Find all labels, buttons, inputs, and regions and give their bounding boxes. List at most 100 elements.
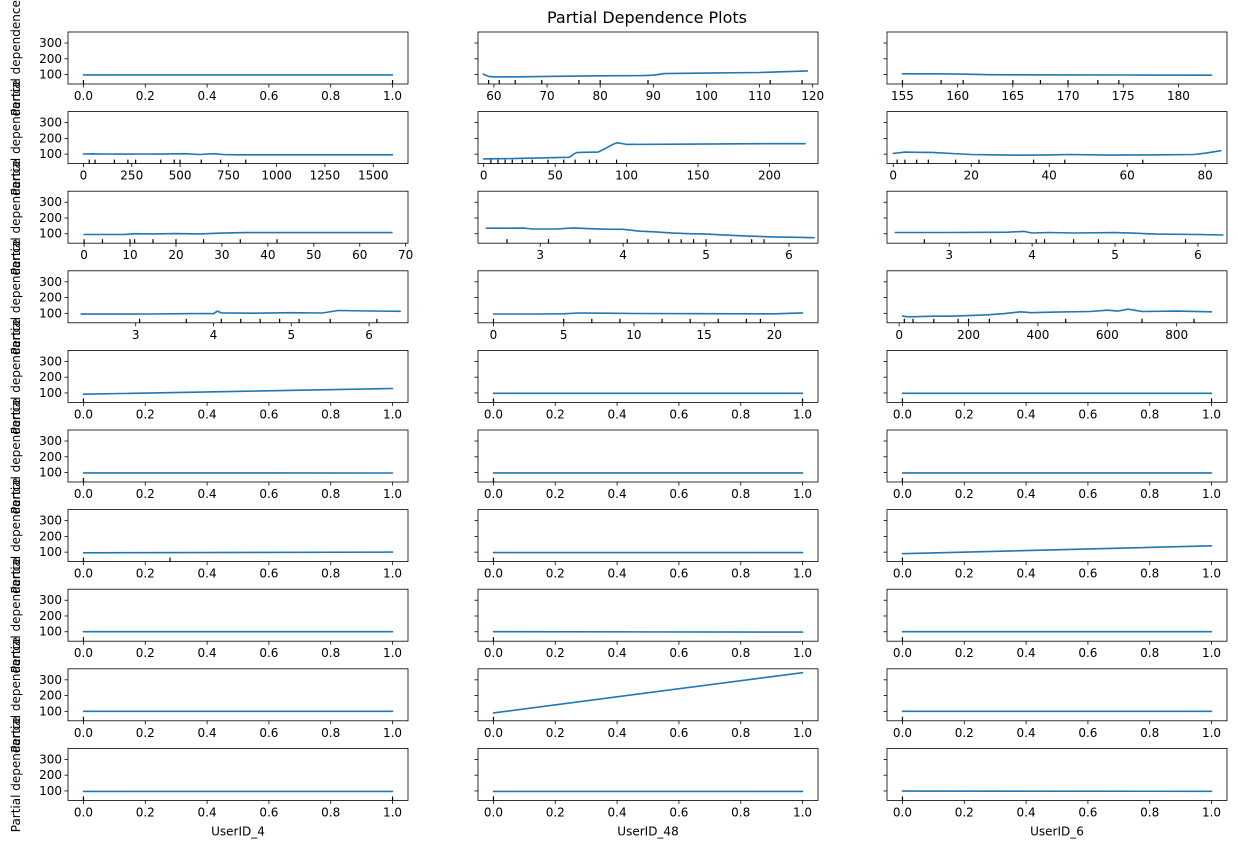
x-tick-label: 0.8	[321, 726, 340, 740]
x-tick-label: 1.0	[1202, 487, 1221, 501]
x-tick-label: 0.4	[198, 487, 217, 501]
pd-panel-r7-c2: 0.0 0.2 0.4 0.6 0.8 1.0	[474, 509, 819, 581]
x-tick-label: 0.0	[893, 805, 912, 819]
x-tick-label: 0.6	[669, 487, 688, 501]
x-axis-label: UserID_4	[211, 824, 265, 838]
x-tick-label: 90	[646, 89, 661, 103]
x-tick-label: 0.6	[669, 805, 688, 819]
x-tick-label: 1.0	[383, 487, 402, 501]
pd-panel-r1-c3: 155 160 165 170 175 180	[883, 31, 1228, 103]
x-tick-label: 1.0	[793, 487, 812, 501]
y-tick-label: 200	[39, 529, 62, 543]
axes-frame	[67, 190, 409, 244]
x-tick-label: 0.6	[259, 407, 278, 421]
axes-frame	[67, 349, 409, 403]
y-axis-label: Partial dependence	[9, 239, 23, 355]
axes-frame	[886, 748, 1228, 801]
x-tick-label: 0.8	[321, 407, 340, 421]
x-tick-label: 175	[1112, 89, 1135, 103]
x-tick-label: 0	[480, 169, 488, 183]
pd-panel-r4-c2: 0 5 10 15 20	[474, 270, 819, 342]
x-tick-label: 0.4	[608, 805, 627, 819]
x-tick-label: 0.8	[731, 726, 750, 740]
x-tick-label: 0.2	[136, 567, 155, 581]
axes-frame	[67, 31, 409, 85]
y-axis-label: Partial dependence	[9, 159, 23, 275]
x-tick-label: 1.0	[793, 407, 812, 421]
x-tick-label: 0	[490, 328, 498, 342]
pd-panel-r8-c2: 0.0 0.2 0.4 0.6 0.8 1.0	[474, 588, 819, 660]
pd-panel-r9-c3: 0.0 0.2 0.4 0.6 0.8 1.0	[883, 668, 1228, 740]
x-tick-label: 0.6	[259, 726, 278, 740]
x-tick-label: 0.8	[731, 646, 750, 660]
y-tick-label: 300	[39, 354, 62, 368]
axes-frame	[477, 190, 819, 244]
pd-series-line	[82, 152, 394, 156]
y-tick-label: 100	[39, 704, 62, 718]
x-tick-label: 0.2	[546, 805, 565, 819]
x-tick-label: 3	[945, 248, 953, 262]
x-tick-label: 1.0	[1202, 805, 1221, 819]
axes-frame	[67, 668, 409, 722]
x-tick-label: 0.2	[955, 407, 974, 421]
pd-series-line	[485, 227, 815, 239]
x-tick-label: 0.0	[893, 407, 912, 421]
pd-series-line	[492, 312, 804, 315]
pd-panel-r5-c2: 0.0 0.2 0.4 0.6 0.8 1.0	[474, 349, 819, 421]
y-tick-label: 100	[39, 784, 62, 798]
x-tick-label: 0.0	[893, 726, 912, 740]
x-tick-label: 50	[306, 248, 321, 262]
axes-frame	[886, 668, 1228, 722]
pd-series-line	[83, 231, 393, 236]
x-tick-label: 0.6	[259, 89, 278, 103]
y-tick-label: 300	[39, 434, 62, 448]
x-tick-label: 0.0	[484, 726, 503, 740]
y-tick-label: 300	[39, 673, 62, 687]
x-tick-label: 160	[946, 89, 969, 103]
y-tick-label: 300	[39, 36, 62, 50]
x-tick-label: 50	[548, 169, 563, 183]
x-tick-label: 1.0	[793, 567, 812, 581]
x-tick-label: 40	[1042, 169, 1057, 183]
x-tick-label: 0.2	[955, 726, 974, 740]
x-tick-label: 0.8	[1140, 567, 1159, 581]
x-tick-label: 0.2	[546, 487, 565, 501]
x-tick-label: 0.2	[136, 726, 155, 740]
x-tick-label: 200	[957, 328, 980, 342]
axes-frame	[886, 270, 1228, 324]
y-tick-label: 200	[39, 52, 62, 66]
axes-frame	[67, 588, 409, 642]
x-tick-label: 400	[1026, 328, 1049, 342]
axes-frame	[67, 111, 409, 164]
x-tick-label: 0.8	[731, 487, 750, 501]
x-tick-label: 0.0	[484, 646, 503, 660]
y-tick-label: 300	[39, 514, 62, 528]
x-tick-label: 165	[1001, 89, 1024, 103]
x-tick-label: 100	[615, 169, 638, 183]
x-tick-label: 5	[560, 328, 568, 342]
y-tick-label: 300	[39, 195, 62, 209]
x-tick-label: 0.2	[955, 567, 974, 581]
x-tick-label: 1.0	[383, 805, 402, 819]
x-tick-label: 0.8	[1140, 407, 1159, 421]
y-tick-label: 200	[39, 370, 62, 384]
x-tick-label: 0.2	[136, 487, 155, 501]
y-axis-label: Partial dependence	[9, 717, 23, 833]
x-tick-label: 0.4	[1017, 407, 1036, 421]
x-tick-label: 0.0	[74, 89, 93, 103]
axes-frame	[477, 349, 819, 403]
y-tick-label: 100	[39, 147, 62, 161]
y-tick-label: 100	[39, 625, 62, 639]
x-tick-label: 800	[1165, 328, 1188, 342]
x-tick-label: 0	[889, 169, 897, 183]
pd-panel-r1-c2: 60 70 80 90 100 110 120	[474, 31, 824, 103]
axes-frame	[886, 429, 1228, 483]
x-tick-label: 0.4	[608, 726, 627, 740]
x-tick-label: 0.8	[1140, 487, 1159, 501]
x-tick-label: 0.8	[321, 805, 340, 819]
x-tick-label: 0.0	[893, 646, 912, 660]
x-tick-label: 0.8	[1140, 805, 1159, 819]
